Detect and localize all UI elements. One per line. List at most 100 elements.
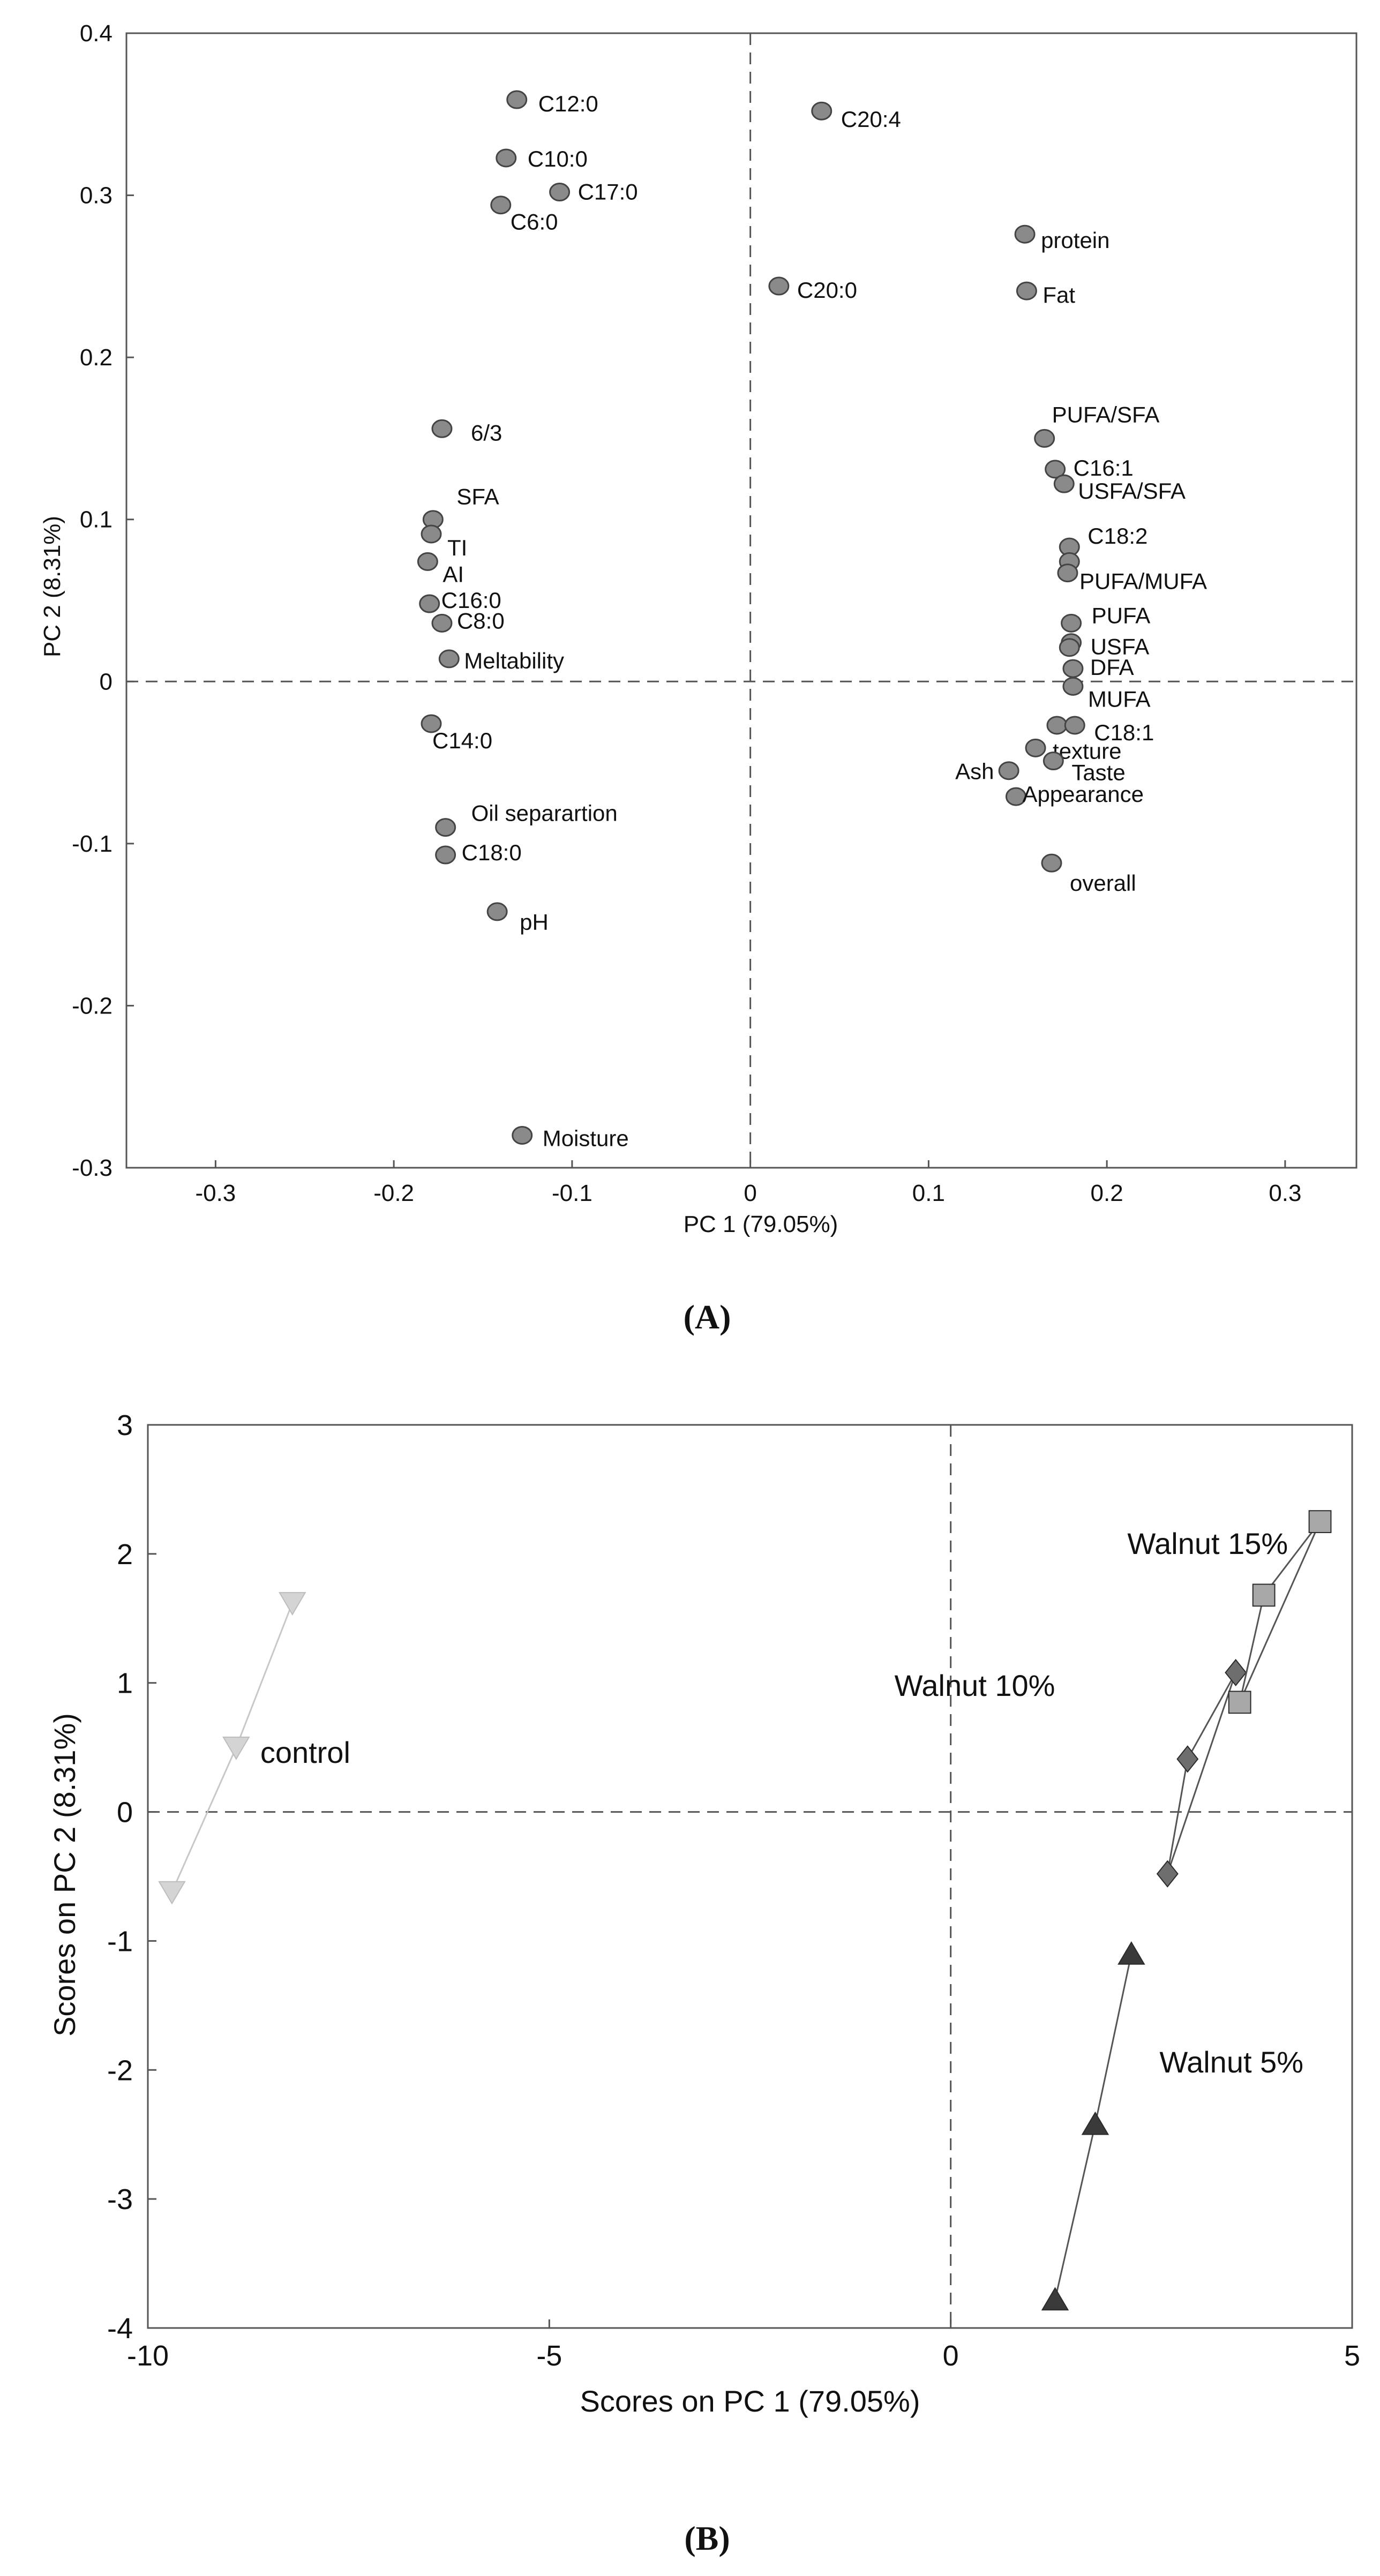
panel-a-point-label: overall <box>1070 870 1136 896</box>
panel-a-loading-point <box>490 196 512 215</box>
panel-a-y-tick-label: -0.1 <box>72 831 112 857</box>
panel-a-loading-point <box>1025 738 1046 757</box>
panel-a-loading-point <box>1042 752 1064 771</box>
panel-a-point-label: PUFA <box>1092 603 1151 628</box>
panel-a-point-label: texture <box>1053 738 1121 763</box>
panel-a-x-tick-label: 0 <box>744 1180 756 1206</box>
panel-b-group-label-walnut-10: Walnut 10% <box>895 1669 1055 1702</box>
panel-a-point-label: C14:0 <box>432 728 492 753</box>
panel-a-loading-point <box>998 761 1019 780</box>
panel-b-y-tick-label: -4 <box>107 2312 133 2345</box>
panel-a-point-label: Appearance <box>1022 782 1144 807</box>
panel-a-loading-point <box>435 818 456 837</box>
panel-a-loading-point <box>549 183 571 202</box>
panel-a-x-tick-label: 0.2 <box>1091 1180 1123 1206</box>
panel-a-point-label: 6/3 <box>471 420 502 445</box>
panel-a-point-label: C18:2 <box>1088 523 1148 549</box>
panel-a-loading-point <box>1057 564 1078 583</box>
panel-a-point-label: C6:0 <box>511 209 558 235</box>
panel-a-loading-point <box>1014 224 1036 244</box>
panel-a-loading-point <box>421 714 442 733</box>
panel-b-caption: (B) <box>684 2519 730 2557</box>
panel-a-loading-point <box>811 101 832 121</box>
panel-a-y-axis-label: PC 2 (8.31%) <box>39 516 65 657</box>
panel-a-point-label: C16:1 <box>1074 455 1134 480</box>
panel-a-pca-loadings: -0.3 -0.2 -0.1 0 0.1 0.2 0.3 -0.3 -0.2 -0.1 0 0.1 0.… <box>39 20 1358 1336</box>
panel-a-loading-point <box>768 276 790 296</box>
panel-a-point-label: SFA <box>456 484 499 509</box>
panel-a-loading-point <box>1064 716 1085 735</box>
panel-b-series-closing-line-walnut-15 <box>1239 1521 1321 1703</box>
panel-a-y-tick-label: -0.3 <box>72 1155 112 1181</box>
panel-a-loading-point <box>438 649 460 669</box>
panel-a-loading-point <box>431 613 453 633</box>
panel-b-group-label-walnut-5: Walnut 5% <box>1159 2045 1303 2079</box>
panel-a-point-label: TI <box>447 535 467 560</box>
panel-a-point-label: protein <box>1041 228 1109 253</box>
panel-b-y-tick-label: 1 <box>117 1668 133 1700</box>
panel-b-x-tick-label: -5 <box>536 2340 562 2372</box>
panel-a-point-label: USFA/SFA <box>1078 478 1186 504</box>
panel-a-point-label: Oil separartion <box>471 801 618 826</box>
panel-a-loading-point <box>506 90 528 109</box>
panel-a-point-label: C12:0 <box>538 91 598 116</box>
panel-a-point-label: Ash <box>955 759 994 784</box>
panel-a-x-tick-label: 0.3 <box>1269 1180 1301 1206</box>
panel-a-loading-point <box>486 902 508 921</box>
panel-a-loading-point <box>1053 474 1075 493</box>
panel-a-loading-point <box>1045 460 1066 479</box>
panel-a-plot-frame <box>125 32 1358 1169</box>
panel-a-y-tick-label: 0.4 <box>80 20 112 47</box>
panel-a-point-label: PUFA/MUFA <box>1079 569 1207 594</box>
panel-b-y-tick-label: -1 <box>107 1925 133 1957</box>
panel-a-point-label: C20:4 <box>841 107 901 132</box>
panel-b-score-point-control <box>158 1881 186 1905</box>
panel-a-y-tick-label: -0.2 <box>72 993 112 1019</box>
panel-b-y-axis-label: Scores on PC 2 (8.31%) <box>48 1713 81 2037</box>
panel-a-y-tick-label: 0.2 <box>80 344 112 371</box>
panel-b-score-point-walnut-5 <box>1118 1941 1145 1965</box>
panel-b-score-point-walnut-10 <box>1176 1745 1199 1773</box>
panel-b-x-tick-label: 0 <box>943 2340 959 2372</box>
panel-a-loading-point <box>417 552 438 571</box>
panel-a-point-label: MUFA <box>1088 686 1151 711</box>
panel-b-plot-frame <box>147 1424 1353 2329</box>
panel-a-loading-point <box>1062 659 1084 678</box>
panel-a-x-tick-label: 0.1 <box>912 1180 945 1206</box>
panel-a-loading-point <box>421 524 442 544</box>
panel-b-score-point-walnut-15 <box>1252 1583 1276 1607</box>
panel-a-point-label: C10:0 <box>528 146 588 171</box>
panel-a-loading-point <box>496 148 517 168</box>
panel-b-y-tick-label: -3 <box>107 2183 133 2215</box>
panel-a-loading-point <box>1062 677 1084 696</box>
panel-b-group-label-control: control <box>260 1736 350 1769</box>
panel-a-point-label: Meltability <box>464 648 564 673</box>
panel-a-loading-point <box>1016 281 1037 301</box>
panel-a-loading-point <box>431 419 453 438</box>
panel-a-point-label: Taste <box>1071 760 1125 785</box>
panel-a-x-tick-label: -0.2 <box>373 1180 414 1206</box>
panel-a-y-tick-label: 0 <box>100 669 112 695</box>
panel-a-point-label: C17:0 <box>578 179 638 205</box>
panel-b-x-tick-label: 5 <box>1344 2340 1360 2372</box>
panel-a-point-label: C18:0 <box>462 840 522 865</box>
panel-b-score-point-control <box>222 1736 250 1760</box>
panel-a-point-label: C16:0 <box>441 588 501 613</box>
panel-a-point-label: Fat <box>1042 282 1075 307</box>
panel-a-y-tick-label: 0.1 <box>80 507 112 533</box>
panel-a-loading-point <box>1059 638 1080 657</box>
panel-b-score-point-walnut-5 <box>1081 2111 1109 2135</box>
panel-a-point-label: PUFA/SFA <box>1052 402 1160 427</box>
panel-b-x-tick-label: -10 <box>127 2340 169 2372</box>
panel-a-point-label: DFA <box>1090 655 1134 680</box>
panel-a-point-label: C8:0 <box>457 608 505 633</box>
panel-a-loading-point <box>1034 429 1055 448</box>
panel-a-point-label: C18:1 <box>1094 720 1154 745</box>
panel-b-x-axis-label: Scores on PC 1 (79.05%) <box>580 2384 920 2418</box>
panel-b-score-point-control <box>279 1592 306 1616</box>
panel-a-loading-point <box>1005 787 1026 806</box>
panel-b-score-point-walnut-15 <box>1228 1691 1251 1714</box>
panel-b-y-tick-label: 3 <box>117 1409 133 1441</box>
panel-a-loading-point <box>512 1125 533 1145</box>
